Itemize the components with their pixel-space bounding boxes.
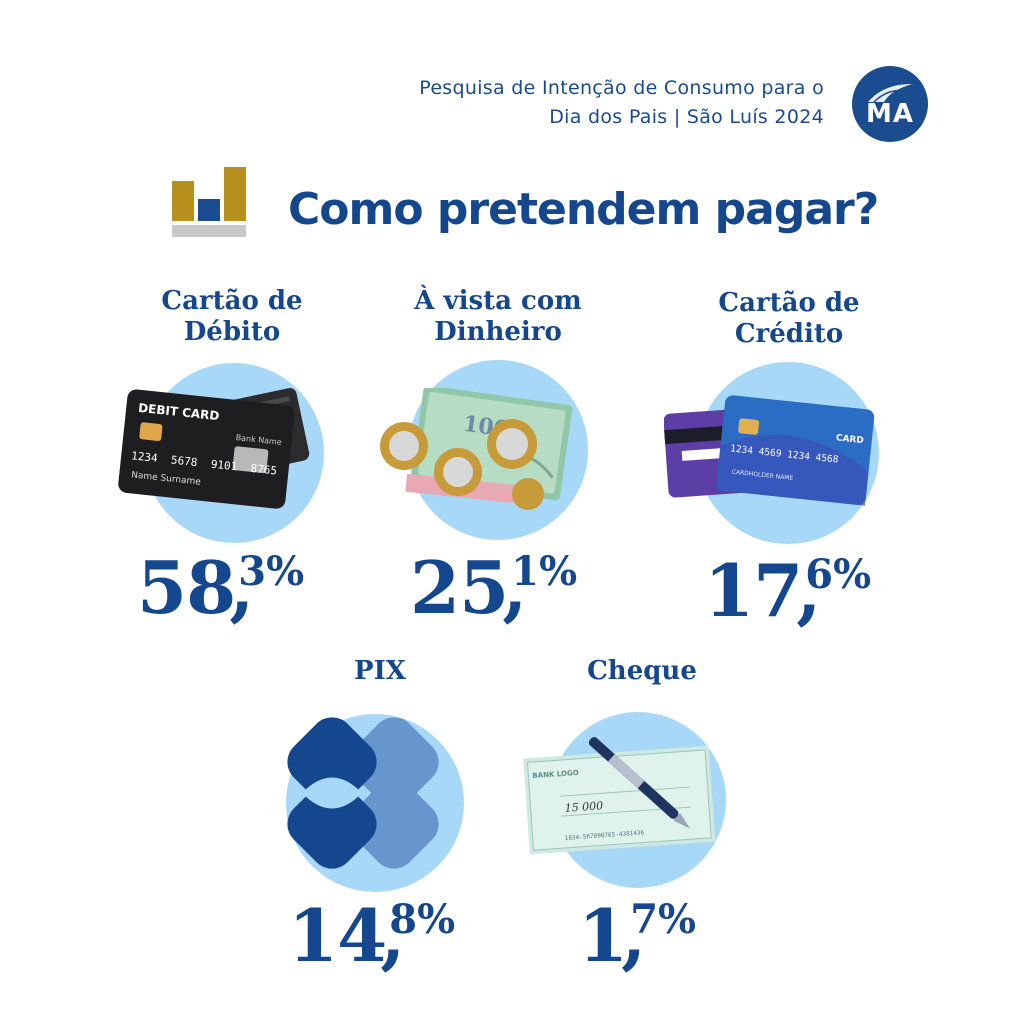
label-line-1: À vista com — [414, 286, 582, 316]
label-debit-card: Cartão de Débito — [112, 286, 352, 348]
logo-text: MA — [866, 99, 914, 129]
credit-card-label: CARD — [835, 433, 864, 446]
cheque-icon: BANK LOGO 15 000 1034-567890765-4381436 — [523, 737, 716, 855]
pct-cash: 25,1% — [410, 545, 578, 630]
pct-pix: 14,8% — [288, 893, 456, 978]
pct-int: 58 — [137, 545, 236, 630]
credit-card-icon: CARD 1234 4569 1234 4568 CARDHOLDER NAME — [664, 395, 874, 506]
label-line-1: Cheque — [587, 656, 697, 686]
pct-int: 14 — [288, 893, 387, 978]
pct-dec: 6% — [805, 551, 872, 598]
pct-cheque: 1,7% — [578, 893, 697, 978]
header-line-2: Dia dos Pais | São Luís 2024 — [549, 106, 824, 128]
label-line-2: Dinheiro — [434, 317, 562, 347]
page-title: Como pretendem pagar? — [288, 184, 879, 235]
cash-icon: 100 — [380, 388, 573, 510]
label-cash: À vista com Dinheiro — [378, 286, 618, 348]
debit-card-number-1: 1234 — [131, 449, 159, 465]
pen-icon — [588, 737, 691, 829]
label-line-2: Crédito — [734, 319, 844, 349]
cheque-amount: 15 000 — [564, 799, 603, 815]
pct-dec: 7% — [630, 896, 697, 943]
pct-int: 25 — [410, 545, 509, 630]
pct-dec: 8% — [389, 896, 456, 943]
debit-card-number-3: 9101 — [210, 458, 238, 474]
debit-card-number-4: 8765 — [250, 462, 278, 478]
label-pix: PIX — [260, 656, 500, 687]
pct-dec: 1% — [511, 548, 578, 595]
label-credit-card: Cartão de Crédito — [669, 288, 909, 350]
debit-card-number-2: 5678 — [170, 453, 198, 469]
debit-card-icon: DEBIT CARD Bank Name 1234 5678 9101 8765… — [118, 388, 310, 509]
cheque-bank: BANK LOGO — [532, 769, 579, 780]
label-line-1: Cartão de — [718, 288, 860, 318]
wing-icon — [868, 84, 912, 103]
pct-int: 17 — [704, 548, 803, 633]
pix-icon — [287, 717, 439, 869]
label-cheque: Cheque — [522, 656, 762, 687]
header: Pesquisa de Intenção de Consumo para o D… — [419, 74, 824, 132]
bar-chart-icon — [172, 167, 246, 237]
label-line-1: PIX — [354, 656, 406, 686]
logo: MA — [852, 66, 928, 142]
label-line-1: Cartão de — [161, 286, 303, 316]
pct-dec: 3% — [238, 548, 305, 595]
label-line-2: Débito — [183, 317, 281, 347]
pct-credit-card: 17,6% — [704, 548, 872, 633]
pct-int: 1 — [578, 893, 628, 978]
pct-debit-card: 58,3% — [137, 545, 305, 630]
header-line-1: Pesquisa de Intenção de Consumo para o — [419, 77, 824, 99]
